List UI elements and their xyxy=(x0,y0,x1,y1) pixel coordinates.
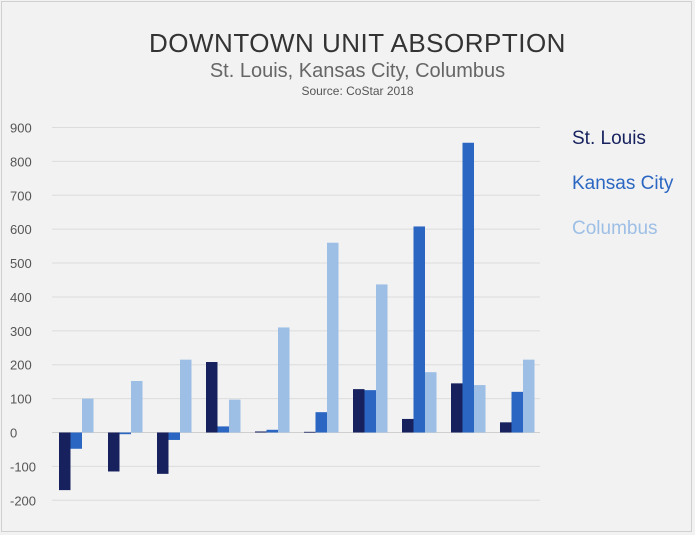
y-tick-label: 800 xyxy=(10,154,32,169)
bar-st-louis-5 xyxy=(255,431,267,433)
bar-st-louis-4 xyxy=(206,362,218,433)
bar-st-louis-6 xyxy=(304,431,316,433)
bar-kansas-city-1 xyxy=(70,432,82,449)
bar-columbus-8 xyxy=(425,372,437,433)
bar-kansas-city-5 xyxy=(266,429,278,433)
bar-st-louis-8 xyxy=(402,418,414,433)
bar-columbus-5 xyxy=(278,327,290,433)
bar-columbus-6 xyxy=(327,242,339,433)
y-tick-label: 0 xyxy=(10,426,17,441)
bar-kansas-city-8 xyxy=(413,226,425,433)
chart-subtitle: St. Louis, Kansas City, Columbus xyxy=(209,60,506,82)
bar-columbus-10 xyxy=(523,359,535,433)
y-tick-label: 500 xyxy=(10,256,32,271)
bar-st-louis-9 xyxy=(451,383,463,433)
bar-st-louis-7 xyxy=(353,389,365,433)
bars xyxy=(59,142,535,491)
bar-kansas-city-10 xyxy=(511,391,523,433)
bar-columbus-4 xyxy=(229,399,241,433)
y-tick-label: -100 xyxy=(10,459,36,474)
chart-title: DOWNTOWN UNIT ABSORPTION xyxy=(149,28,566,58)
bar-kansas-city-9 xyxy=(462,142,474,433)
bar-kansas-city-7 xyxy=(364,390,376,433)
bar-st-louis-1 xyxy=(59,432,71,491)
chart-source: Source: CoStar 2018 xyxy=(301,84,414,98)
y-tick-label: 600 xyxy=(10,222,32,237)
legend-columbus: Columbus xyxy=(572,218,658,239)
bar-columbus-2 xyxy=(131,380,143,433)
legend-st-louis: St. Louis xyxy=(572,128,646,149)
bar-columbus-7 xyxy=(376,284,388,433)
bar-kansas-city-6 xyxy=(315,412,327,433)
y-tick-label: 400 xyxy=(10,290,32,305)
y-tick-label: 900 xyxy=(10,121,32,136)
y-tick-label: 300 xyxy=(10,324,32,339)
legend-kansas-city: Kansas City xyxy=(572,173,674,194)
bar-kansas-city-3 xyxy=(168,432,180,440)
y-axis-ticks: -200 -100 0 100 200 300 400 500 600 700 800 900 xyxy=(10,121,36,509)
bar-st-louis-2 xyxy=(108,432,120,472)
y-tick-label: 100 xyxy=(10,392,32,407)
bar-columbus-9 xyxy=(474,385,486,433)
bar-st-louis-10 xyxy=(500,422,512,433)
bar-st-louis-3 xyxy=(157,432,169,474)
y-tick-label: 700 xyxy=(10,188,32,203)
bar-kansas-city-4 xyxy=(217,426,229,433)
bar-kansas-city-2 xyxy=(119,432,131,435)
y-tick-label: -200 xyxy=(10,493,36,508)
bar-columbus-3 xyxy=(180,359,192,433)
y-tick-label: 200 xyxy=(10,358,32,373)
bar-columbus-1 xyxy=(82,398,94,433)
